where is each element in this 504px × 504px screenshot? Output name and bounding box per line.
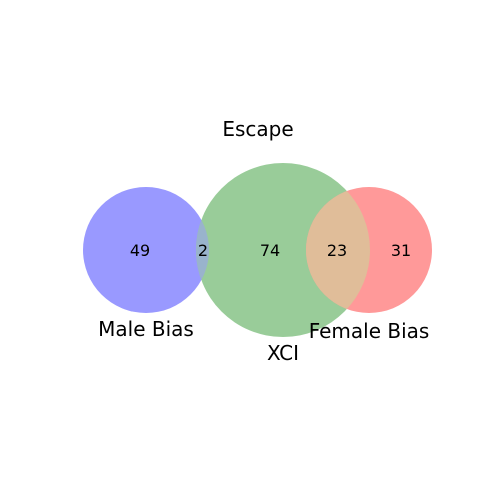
region-label-male-only: 49 bbox=[130, 241, 150, 260]
set-label-female-bias: Female Bias bbox=[309, 319, 430, 343]
set-circle-male-bias bbox=[83, 187, 209, 313]
region-label-male-xci: 2 bbox=[198, 241, 208, 260]
diagram-title: Escape bbox=[222, 117, 293, 141]
region-label-female-only: 31 bbox=[391, 241, 411, 260]
region-label-xci-only: 74 bbox=[260, 241, 280, 260]
set-label-xci: XCI bbox=[267, 341, 299, 365]
region-label-xci-female: 23 bbox=[327, 241, 347, 260]
set-label-male-bias: Male Bias bbox=[98, 317, 194, 341]
overlap-xci-female bbox=[306, 187, 370, 313]
